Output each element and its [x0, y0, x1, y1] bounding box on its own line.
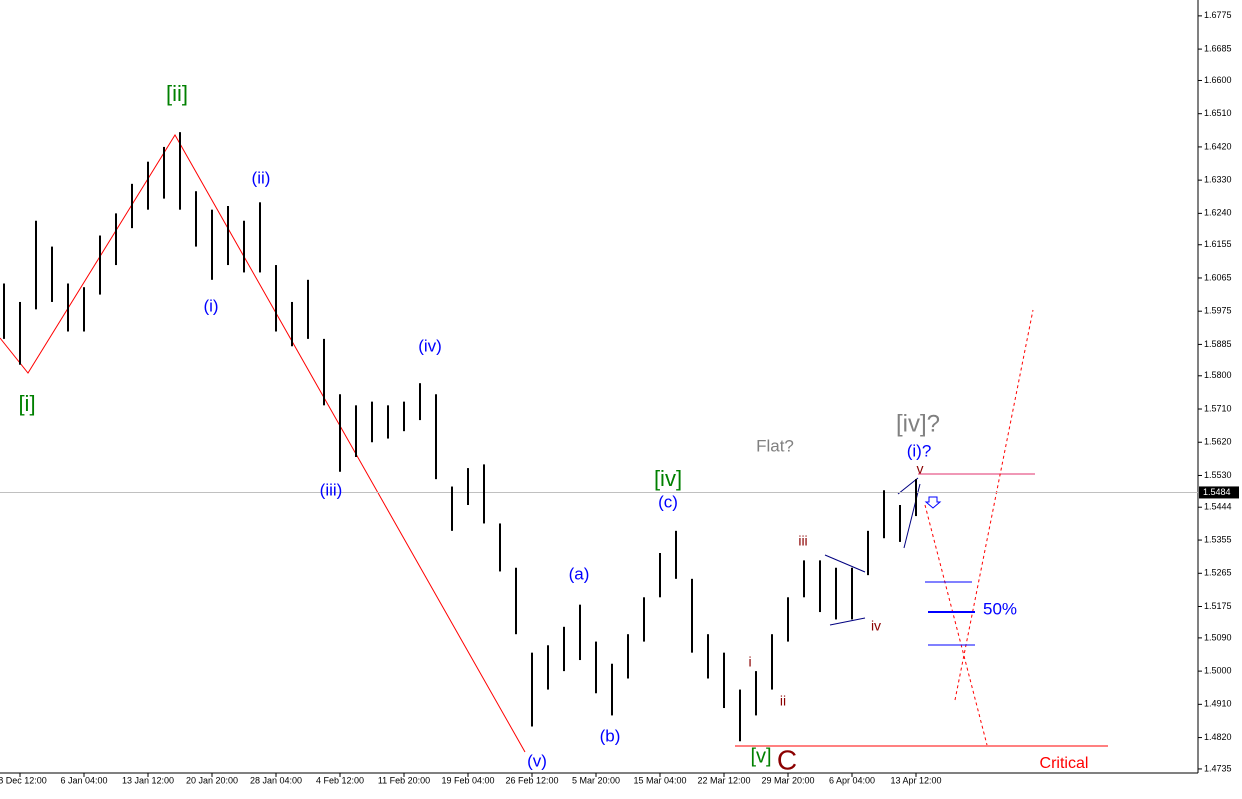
wave-label: i — [748, 654, 751, 670]
wedge-line — [903, 483, 921, 549]
x-tick-label: 20 Jan 20:00 — [186, 775, 238, 785]
wave-label: (i) — [203, 296, 218, 315]
y-tick-label: 1.6685 — [1204, 43, 1232, 53]
x-tick-label: 13 Jan 12:00 — [122, 775, 174, 785]
x-tick-label: 26 Feb 12:00 — [505, 775, 558, 785]
y-tick-label: 1.6155 — [1204, 239, 1232, 249]
x-tick-label: 28 Jan 04:00 — [250, 775, 302, 785]
x-tick-label: 15 Mar 04:00 — [633, 775, 686, 785]
x-tick-label: 6 Jan 04:00 — [60, 775, 107, 785]
wave-label: v — [917, 461, 924, 477]
x-tick-label: 11 Feb 20:00 — [378, 775, 430, 785]
y-tick-label: 1.5620 — [1204, 437, 1232, 447]
projection — [924, 504, 988, 746]
x-tick-label: 28 Dec 12:00 — [0, 775, 47, 785]
wave-label: [iv] — [654, 466, 682, 491]
y-tick-label: 1.6240 — [1204, 208, 1232, 218]
x-tick-label: 22 Mar 12:00 — [697, 775, 750, 785]
y-tick-label: 1.5355 — [1204, 534, 1232, 544]
arrow-icon — [924, 496, 942, 509]
wave-label: (a) — [569, 564, 590, 583]
wave-label: (iv) — [418, 336, 442, 355]
y-tick-label: 1.4735 — [1204, 763, 1232, 773]
wave-label: (ii) — [252, 168, 271, 187]
wave-label: Critical — [1040, 755, 1089, 772]
wave-label: [i] — [18, 391, 35, 416]
y-tick-label: 1.5885 — [1204, 339, 1232, 349]
wave-label: (v) — [527, 751, 547, 770]
wedge-line — [897, 477, 919, 495]
y-tick-label: 1.6330 — [1204, 175, 1232, 185]
wave-label: Flat? — [756, 436, 794, 455]
y-tick-label: 1.5175 — [1204, 601, 1232, 611]
wave-line — [0, 134, 526, 753]
x-tick-label: 4 Feb 12:00 — [316, 775, 364, 785]
y-tick-label: 1.5800 — [1204, 370, 1232, 380]
y-tick-label: 1.4820 — [1204, 732, 1232, 742]
wave-label: [iv]? — [896, 410, 940, 437]
y-tick-label: 1.6775 — [1204, 10, 1232, 20]
wave-label: (c) — [658, 492, 678, 511]
y-tick-label: 1.6065 — [1204, 272, 1232, 282]
wave-label: ii — [780, 693, 786, 709]
wave-label: 50% — [983, 599, 1017, 618]
y-tick-label: 1.4910 — [1204, 699, 1232, 709]
wave-label: (i)? — [907, 441, 932, 460]
y-tick-label: 1.5265 — [1204, 568, 1232, 578]
x-tick-label: 5 Mar 20:00 — [572, 775, 620, 785]
wave-label: [ii] — [166, 81, 188, 106]
triangle-line — [829, 617, 866, 626]
drawings — [0, 0, 1199, 774]
wave-label: C — [777, 744, 797, 775]
projection — [954, 309, 1034, 701]
x-tick-label: 19 Feb 04:00 — [441, 775, 494, 785]
y-tick-label: 1.5444 — [1204, 502, 1232, 512]
current-price-box — [1199, 486, 1239, 499]
y-tick-label: 1.6420 — [1204, 141, 1232, 151]
y-tick-label: 1.5530 — [1204, 470, 1232, 480]
wave-label: (b) — [600, 726, 621, 745]
x-tick-label: 29 Mar 20:00 — [761, 775, 814, 785]
wave-label: iii — [798, 533, 807, 549]
triangle-line — [824, 554, 866, 573]
y-tick-label: 1.6600 — [1204, 75, 1232, 85]
wave-label: [v] — [750, 745, 771, 767]
x-tick-label: 13 Apr 12:00 — [890, 775, 941, 785]
y-tick-label: 1.5000 — [1204, 665, 1232, 675]
y-tick-label: 1.5710 — [1204, 403, 1232, 413]
current-price-label: 1.5484 — [1203, 487, 1231, 497]
x-tick-label: 6 Apr 04:00 — [829, 775, 875, 785]
y-tick-label: 1.5090 — [1204, 632, 1232, 642]
y-tick-label: 1.6510 — [1204, 108, 1232, 118]
wave-label: iv — [871, 618, 881, 634]
wave-label: (iii) — [320, 480, 343, 499]
y-tick-label: 1.5975 — [1204, 306, 1232, 316]
